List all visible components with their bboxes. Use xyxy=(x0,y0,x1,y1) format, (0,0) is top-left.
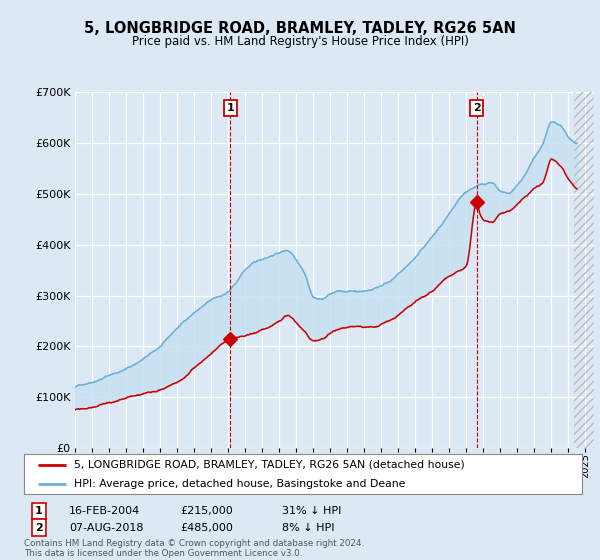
Text: 07-AUG-2018: 07-AUG-2018 xyxy=(69,522,143,533)
Text: 1: 1 xyxy=(226,103,234,113)
Text: HPI: Average price, detached house, Basingstoke and Deane: HPI: Average price, detached house, Basi… xyxy=(74,479,406,489)
Text: £215,000: £215,000 xyxy=(180,506,233,516)
Text: 16-FEB-2004: 16-FEB-2004 xyxy=(69,506,140,516)
Text: 8% ↓ HPI: 8% ↓ HPI xyxy=(282,522,335,533)
Text: £485,000: £485,000 xyxy=(180,522,233,533)
Text: This data is licensed under the Open Government Licence v3.0.: This data is licensed under the Open Gov… xyxy=(24,549,302,558)
Text: 31% ↓ HPI: 31% ↓ HPI xyxy=(282,506,341,516)
Text: Contains HM Land Registry data © Crown copyright and database right 2024.: Contains HM Land Registry data © Crown c… xyxy=(24,539,364,548)
Text: 1: 1 xyxy=(35,506,43,516)
Text: 5, LONGBRIDGE ROAD, BRAMLEY, TADLEY, RG26 5AN: 5, LONGBRIDGE ROAD, BRAMLEY, TADLEY, RG2… xyxy=(84,21,516,36)
Text: 2: 2 xyxy=(473,103,481,113)
Text: 5, LONGBRIDGE ROAD, BRAMLEY, TADLEY, RG26 5AN (detached house): 5, LONGBRIDGE ROAD, BRAMLEY, TADLEY, RG2… xyxy=(74,460,465,470)
Text: 2: 2 xyxy=(35,522,43,533)
Text: Price paid vs. HM Land Registry's House Price Index (HPI): Price paid vs. HM Land Registry's House … xyxy=(131,35,469,48)
